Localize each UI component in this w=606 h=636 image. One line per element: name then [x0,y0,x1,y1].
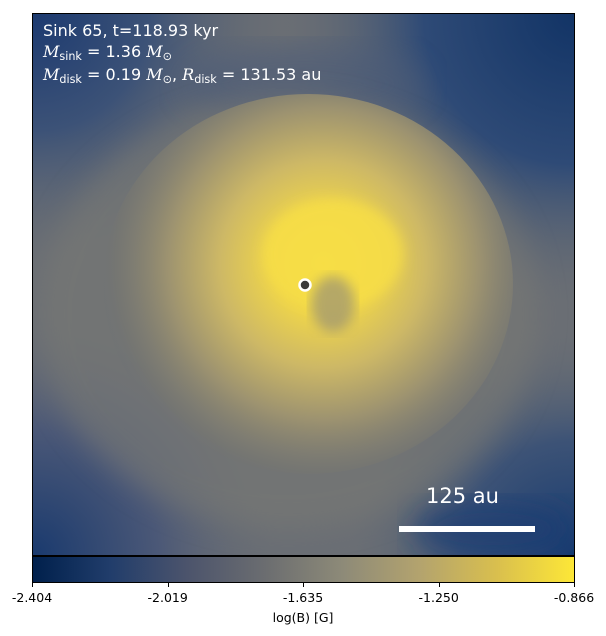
colorbar-label: log(B) [G] [272,610,334,625]
disk-radius-value: = 131.53 [221,65,297,84]
disk-mass-subscript: disk [59,73,82,86]
colorbar-tick [303,583,304,587]
sink-mass-unit: M [146,42,163,61]
disk-mass-unit: M [146,65,163,84]
disk-radius-symbol: R [182,65,195,84]
scale-bar [399,526,535,532]
disk-mass-symbol: M [43,65,60,84]
colorbar-tick-label: -1.250 [418,590,459,605]
disk-core [263,199,403,309]
sink-mass-value: = 1.36 [87,42,142,61]
title-line-1-text: Sink 65, t=118.93 kyr [43,21,219,40]
scale-bar-label: 125 au [426,484,499,508]
title-line-2: Msink = 1.36 M⊙ [43,41,172,67]
sink-mass-unit-subscript: ⊙ [162,50,172,63]
colorbar-tick [167,583,169,587]
inner-dim-pocket [311,276,355,332]
title-line-3: Mdisk = 0.19 M⊙, Rdisk = 131.53 au [43,65,322,86]
disk-mass-unit-subscript: ⊙ [162,73,172,86]
sink-mass-symbol: M [43,42,60,61]
disk-mass-value: = 0.19 [87,65,142,84]
colorbar-tick-label: -2.404 [11,590,53,605]
disk-radius-subscript: disk [194,73,217,86]
colorbar-tick [574,583,575,587]
colorbar [32,556,575,583]
magnetic-field-map: Sink 65, t=118.93 kyr Msink = 1.36 M⊙ Md… [32,13,575,556]
heatmap-canvas [33,14,574,555]
title-line-1: Sink 65, t=118.93 kyr [43,20,218,41]
colorbar-tick-label: -1.635 [282,590,324,605]
disk-radius-unit: au [301,65,322,84]
colorbar-tick [438,583,440,587]
colorbar-tick-label: -2.019 [147,590,188,605]
sink-mass-subscript: sink [59,50,82,63]
colorbar-tick-label: -0.866 [553,590,595,605]
colorbar-tick [32,583,33,587]
sink-marker [298,278,312,292]
